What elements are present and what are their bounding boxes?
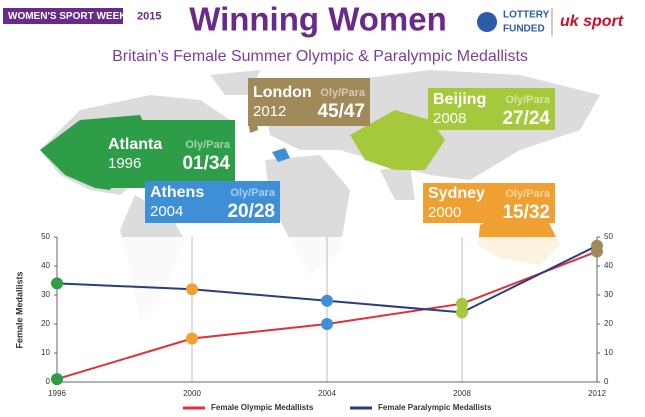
callout-score: 01/34 <box>182 153 230 174</box>
callout-year: 2000 <box>428 204 461 221</box>
callout-box <box>428 88 555 130</box>
greece <box>272 148 290 162</box>
y2-tick-label: 20 <box>604 319 613 328</box>
y2-tick-label: 50 <box>604 232 613 241</box>
china <box>350 110 445 170</box>
y-tick-label: 10 <box>41 348 50 357</box>
callout-score: 27/24 <box>502 108 550 129</box>
callout-city: London <box>253 84 312 101</box>
data-point <box>186 332 198 345</box>
callout-box <box>248 78 370 126</box>
data-point <box>186 283 198 296</box>
callout-key: Oly/Para <box>230 187 276 199</box>
badge <box>3 8 123 24</box>
callout-score: 45/47 <box>317 101 365 122</box>
y-tick-label: 20 <box>41 319 50 328</box>
callout-year: 2004 <box>150 203 183 220</box>
y2-tick-label: 40 <box>604 261 613 270</box>
data-point <box>321 318 333 330</box>
y-tick-label: 50 <box>41 232 50 241</box>
data-point <box>51 373 63 386</box>
y2-tick-label: 30 <box>604 290 613 299</box>
y-tick-label: 40 <box>41 261 50 270</box>
badge-year: 2015 <box>137 10 161 22</box>
y2-tick-label: 10 <box>604 348 613 357</box>
data-point <box>456 306 468 319</box>
callout-key: Oly/Para <box>505 188 551 200</box>
callout-city: Athens <box>150 184 204 201</box>
callout-city: Atlanta <box>108 136 162 153</box>
callout-key: Oly/Para <box>505 94 551 106</box>
y-tick-label: 30 <box>41 290 50 299</box>
callout-score: 20/28 <box>227 201 275 222</box>
funded-text: FUNDED <box>503 24 545 35</box>
data-point <box>456 297 468 310</box>
badge-text: WOMEN'S SPORT WEEK <box>8 11 127 22</box>
chart-subtitle: Britain’s Female Summer Olympic & Paraly… <box>112 48 528 65</box>
x-tick-label: 1996 <box>48 389 66 398</box>
data-point <box>51 277 63 290</box>
data-point <box>591 239 603 252</box>
legend-label: Female Olympic Medallists <box>211 403 314 412</box>
callout-year: 1996 <box>108 155 141 172</box>
data-point <box>321 294 333 307</box>
x-tick-label: 2008 <box>453 389 471 398</box>
callout-city: Beijing <box>433 91 486 108</box>
callout-year: 2012 <box>253 103 286 120</box>
x-tick-label: 2012 <box>588 389 606 398</box>
callout-key: Oly/Para <box>320 87 366 99</box>
callout-box <box>423 183 555 223</box>
callout-year: 2008 <box>433 110 466 127</box>
callout-box <box>145 181 280 223</box>
callout-score: 15/32 <box>502 202 550 223</box>
uk-sport: uk sport <box>560 13 624 30</box>
x-tick-label: 2004 <box>318 389 336 398</box>
chart-title: Winning Women <box>189 1 447 38</box>
lottery-logo <box>477 12 497 32</box>
x-tick-label: 2000 <box>183 389 201 398</box>
y-tick-label: 0 <box>46 377 51 386</box>
lottery-text: LOTTERY <box>503 10 550 21</box>
y2-tick-label: 0 <box>604 377 609 386</box>
callout-city: Sydney <box>428 185 485 202</box>
legend-label: Female Paralympic Medallists <box>378 403 492 412</box>
y-axis-label: Female Medallists <box>14 271 24 348</box>
callout-box <box>103 120 235 188</box>
callout-key: Oly/Para <box>185 139 231 151</box>
